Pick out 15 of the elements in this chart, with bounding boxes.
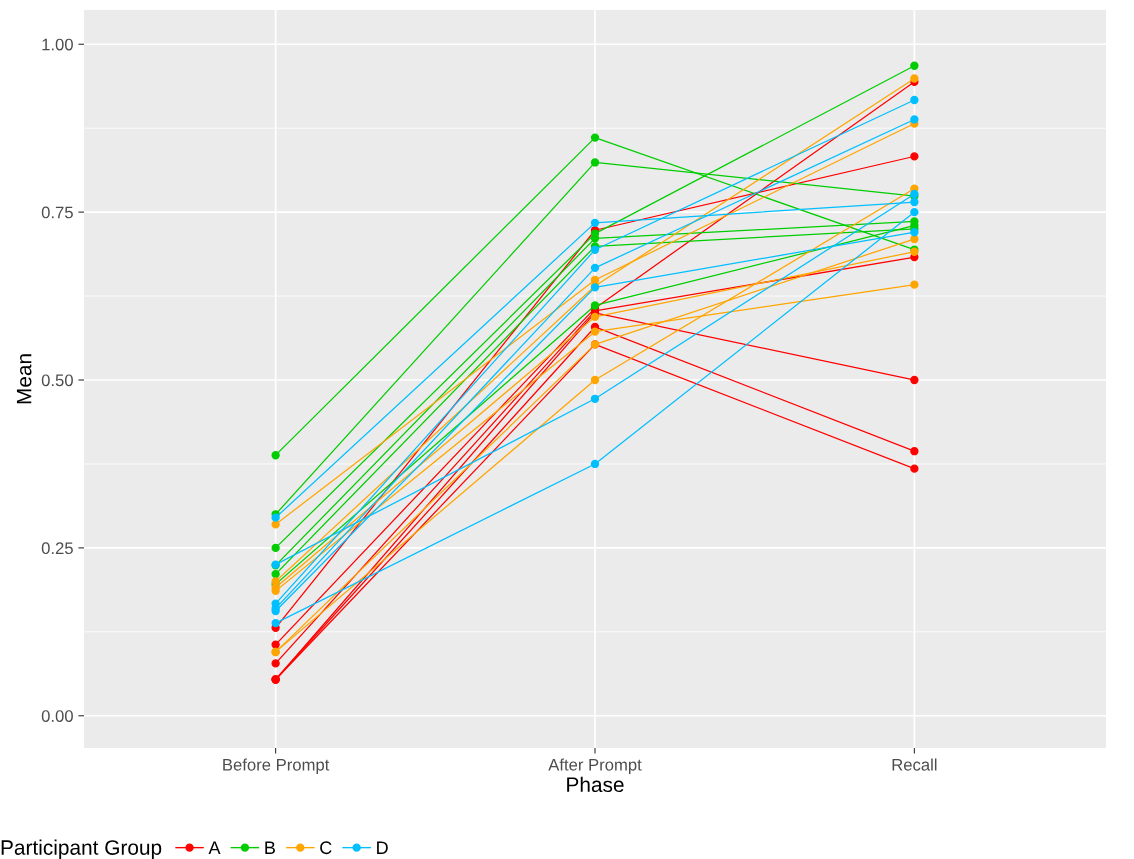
- y-tick-label: 1.00: [42, 38, 73, 51]
- x-axis-title: Phase: [567, 776, 624, 793]
- y-tick-label: 0.25: [41, 542, 73, 555]
- x-tick-label: Recall: [892, 758, 937, 771]
- legend-label: C: [320, 841, 332, 855]
- y-axis-title: Mean: [16, 354, 32, 404]
- x-tick-label: After Prompt: [548, 758, 642, 774]
- y-tick-label: 0.00: [41, 710, 73, 722]
- x-tick-label: Before Prompt: [223, 758, 330, 774]
- legend-label: B: [265, 841, 275, 854]
- y-tick-label: 0.75: [41, 206, 73, 219]
- legend-label: A: [208, 841, 221, 854]
- legend-label: D: [377, 841, 388, 854]
- legend-title: Participant Group: [1, 839, 162, 859]
- y-tick-label: 0.50: [41, 374, 73, 387]
